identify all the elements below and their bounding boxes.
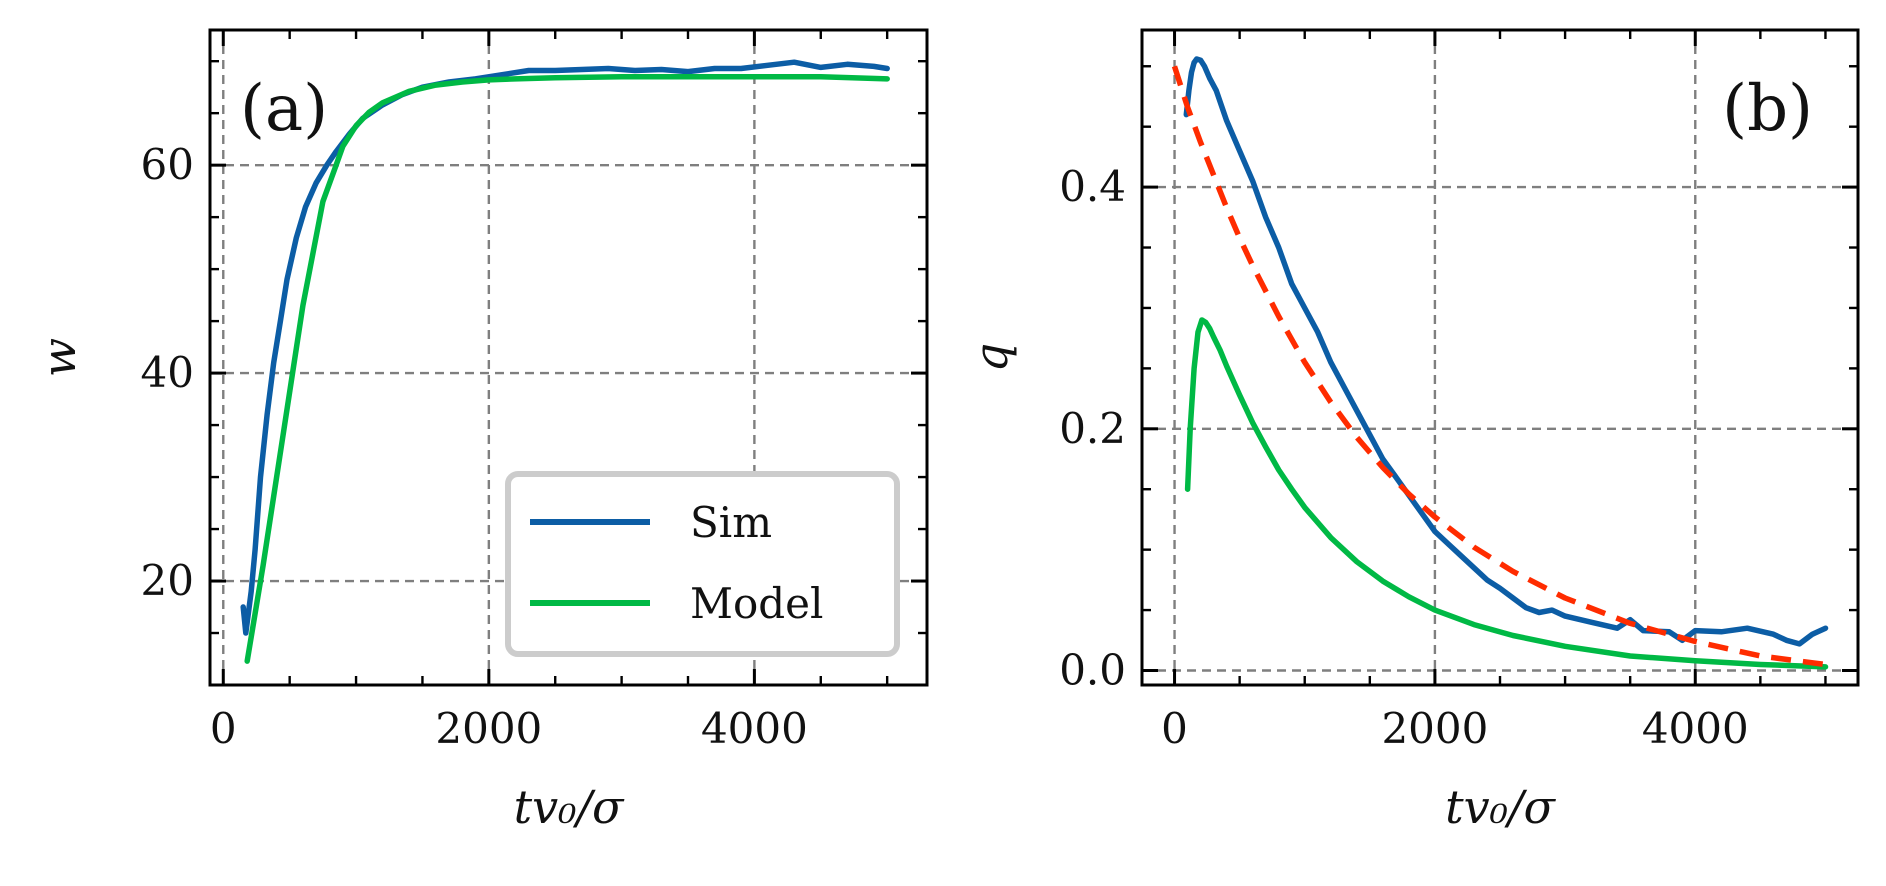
x-tick-label: 4000 — [701, 704, 808, 753]
series-model-line — [1184, 317, 1829, 670]
panel-b-label: (b) — [1722, 72, 1813, 146]
panel-a-label: (a) — [240, 72, 328, 146]
series-model-line — [244, 74, 890, 664]
panel-b-y-axis-label: q — [964, 343, 1018, 372]
x-tick-label: 4000 — [1642, 704, 1749, 753]
panel-b-grid — [1142, 30, 1858, 685]
panel-b-chart: 0 2000 4000 0.0 0.2 0.4 (b) tv₀/σ q — [964, 28, 1860, 834]
y-tick-label: 60 — [141, 140, 194, 189]
panel-b-tick-labels: 0 2000 4000 0.0 0.2 0.4 — [1059, 162, 1749, 753]
panel-b-series — [1171, 56, 1829, 670]
x-tick-label: 2000 — [1381, 704, 1488, 753]
legend-model-label: Model — [690, 579, 823, 628]
panel-a-tick-labels: 0 2000 4000 20 40 60 — [141, 140, 808, 753]
panel-a-chart: 0 2000 4000 20 40 60 (a) tv₀/σ w Sim Model — [32, 28, 929, 834]
y-tick-label: 0.2 — [1059, 404, 1126, 453]
y-tick-label: 20 — [141, 556, 194, 605]
y-tick-label: 40 — [141, 348, 194, 397]
x-tick-label: 0 — [1161, 704, 1188, 753]
x-tick-label: 2000 — [435, 704, 542, 753]
panel-a-y-axis-label: w — [32, 338, 86, 377]
legend-sim-label: Sim — [690, 498, 772, 547]
y-tick-label: 0.4 — [1059, 162, 1126, 211]
y-tick-label: 0.0 — [1059, 645, 1126, 694]
panel-a-legend: Sim Model — [505, 471, 900, 657]
panel-a-series — [240, 59, 890, 664]
panel-a-ticks — [210, 30, 927, 687]
x-tick-label: 0 — [210, 704, 237, 753]
panel-b-frame — [1140, 28, 1860, 687]
panel-b-x-axis-label: tv₀/σ — [1445, 780, 1556, 834]
panel-a-frame — [208, 28, 929, 687]
panel-a-x-axis-label: tv₀/σ — [514, 780, 625, 834]
